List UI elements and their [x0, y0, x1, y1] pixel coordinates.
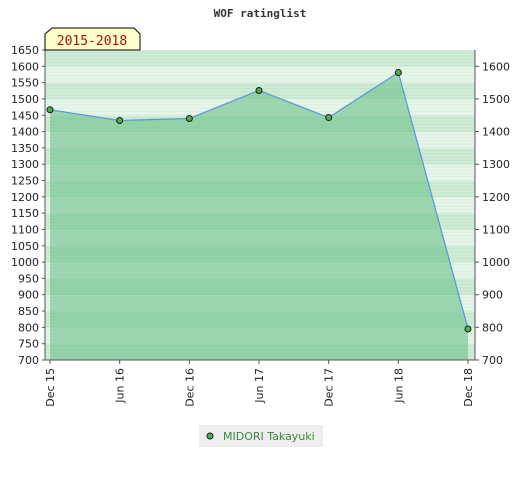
left-tick-label: 700 [18, 354, 39, 367]
series-point [394, 69, 402, 77]
background-band [45, 59, 475, 62]
x-tick-label: Jun 18 [392, 368, 405, 404]
background-band [45, 85, 475, 88]
background-band [45, 63, 475, 65]
chart-title: WOF ratinglist [214, 7, 307, 20]
legend-marker [206, 432, 214, 440]
x-axis-ticks: Dec 15 Jun 16 Dec 16 Jun 17 Dec 17 Jun 18 Dec … [44, 360, 475, 407]
background-band [45, 51, 475, 54]
x-tick-label: Dec 18 [462, 368, 475, 407]
legend: MIDORI Takayuki [199, 425, 323, 447]
left-tick-label: 800 [18, 321, 39, 334]
legend-box [199, 425, 323, 447]
background-band [45, 64, 475, 67]
right-tick-label: 800 [482, 321, 503, 334]
x-tick-label: Dec 15 [44, 368, 57, 407]
left-tick-label: 750 [18, 338, 39, 351]
left-tick-label: 1300 [11, 158, 39, 171]
right-tick-label: 1300 [482, 158, 510, 171]
background-band [45, 81, 475, 83]
background-band [45, 50, 475, 52]
background-band [45, 61, 475, 64]
background-band [45, 69, 475, 72]
background-band [45, 76, 475, 79]
left-tick-label: 1100 [11, 223, 39, 236]
left-tick-label: 900 [18, 289, 39, 302]
left-tick-label: 1500 [11, 93, 39, 106]
background-band [45, 53, 475, 56]
background-band [45, 58, 475, 61]
series-markers [46, 69, 472, 333]
background-band [45, 77, 475, 80]
background-band [45, 72, 475, 75]
x-tick-label: Dec 17 [323, 368, 336, 407]
series-point [255, 86, 263, 94]
left-tick-label: 1050 [11, 240, 39, 253]
right-tick-label: 1600 [482, 60, 510, 73]
background-band [45, 79, 475, 82]
axes [44, 50, 476, 361]
right-tick-label: 1000 [482, 256, 510, 269]
background-band [45, 74, 475, 77]
background-band [45, 84, 475, 87]
left-tick-label: 1200 [11, 191, 39, 204]
right-tick-label: 700 [482, 354, 503, 367]
series-point [46, 106, 54, 114]
right-tick-label: 1500 [482, 93, 510, 106]
left-tick-label: 1400 [11, 126, 39, 139]
left-tick-label: 1650 [11, 44, 39, 57]
right-tick-label: 1100 [482, 223, 510, 236]
background-band [45, 67, 475, 70]
period-badge-box [44, 27, 141, 51]
left-tick-label: 1550 [11, 77, 39, 90]
left-tick-label: 850 [18, 305, 39, 318]
series-point [325, 114, 333, 122]
left-axis-ticks: 700 750 800 850 900 950 1000 1050 1100 1150 1200 12… [11, 44, 45, 367]
left-tick-label: 1350 [11, 142, 39, 155]
background-band [45, 71, 475, 74]
right-tick-label: 1400 [482, 126, 510, 139]
series-fill [50, 72, 468, 360]
right-tick-label: 900 [482, 289, 503, 302]
left-tick-label: 1150 [11, 207, 39, 220]
legend-label: MIDORI Takayuki [223, 430, 315, 443]
series-point [464, 325, 472, 333]
x-tick-label: Jun 16 [114, 368, 127, 404]
left-tick-label: 950 [18, 272, 39, 285]
background-band [45, 56, 475, 59]
x-tick-label: Jun 17 [253, 368, 266, 404]
period-badge-text: 2015-2018 [57, 34, 127, 49]
background-band [45, 66, 475, 69]
right-tick-label: 1200 [482, 191, 510, 204]
background-band [45, 54, 475, 57]
series-point [185, 115, 193, 123]
series-point [116, 116, 124, 124]
left-tick-label: 1450 [11, 109, 39, 122]
period-badge: 2015-2018 [44, 27, 141, 51]
left-tick-label: 1600 [11, 60, 39, 73]
right-axis-ticks: 700 800 900 1000 1100 1200 1300 1400 1500 1600 [475, 60, 510, 367]
background-band [45, 82, 475, 85]
x-tick-label: Dec 16 [183, 368, 196, 407]
left-tick-label: 1250 [11, 175, 39, 188]
left-tick-label: 1000 [11, 256, 39, 269]
